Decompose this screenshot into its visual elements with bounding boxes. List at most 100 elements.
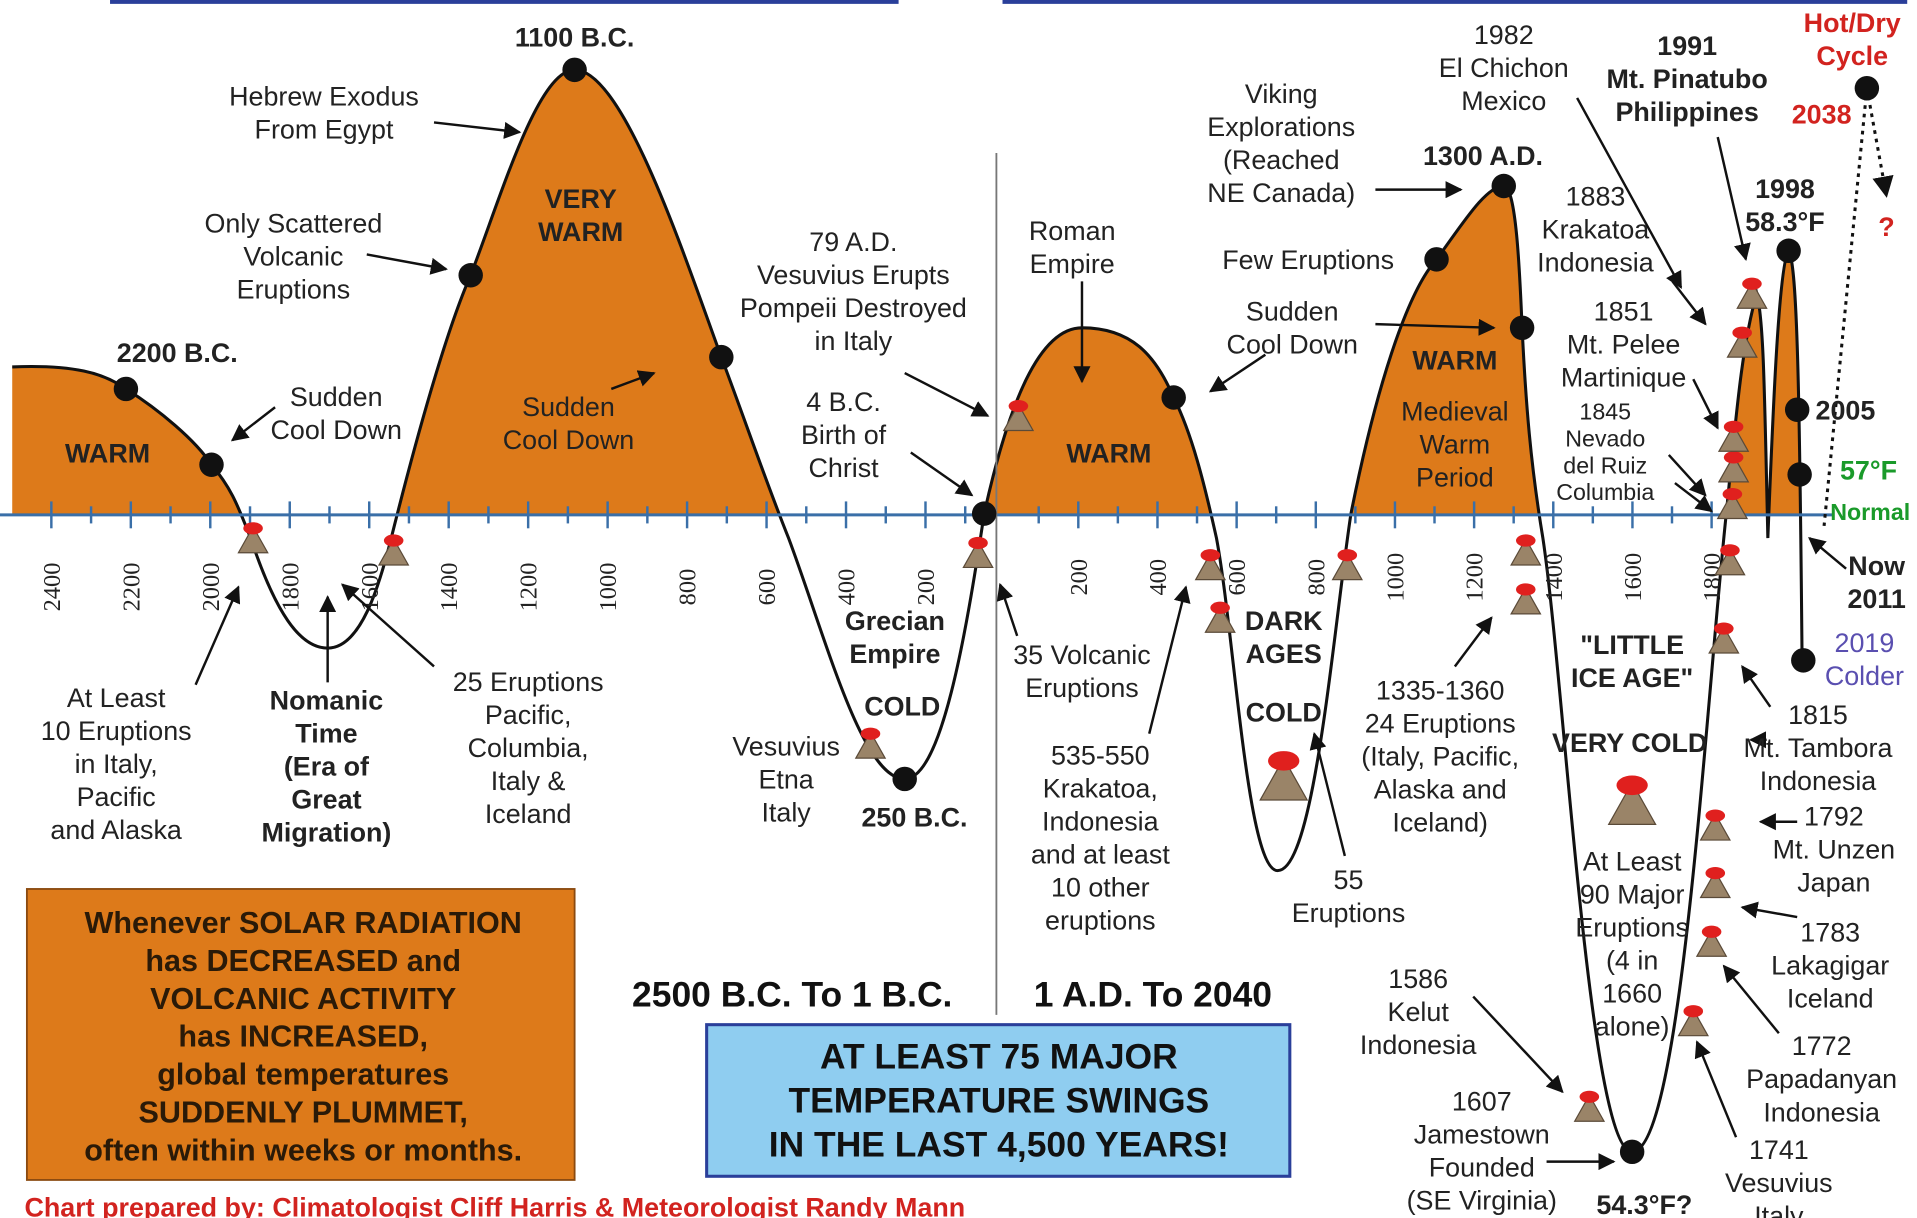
arrow	[996, 582, 1019, 637]
arrow	[1716, 136, 1751, 262]
volcano-plume	[1337, 549, 1358, 562]
volcano-plume	[1210, 601, 1230, 614]
label-line: 1982	[1474, 20, 1534, 50]
label: At Least 90 Major Eruptions (4 in 1660 alone)	[1575, 847, 1689, 1042]
label-line: WARM	[65, 438, 150, 468]
label-line: Pompeii Destroyed	[740, 293, 967, 323]
axis-label: 800	[1303, 559, 1330, 596]
arrow	[1741, 665, 1772, 708]
label: 1783 Lakagigar Iceland	[1771, 918, 1889, 1014]
label-line: Indonesia	[1537, 248, 1654, 278]
volcano-plume	[1616, 775, 1648, 796]
label-line: Roman	[1029, 216, 1116, 246]
label-line: Columbia	[1556, 479, 1654, 505]
label: COLD	[1246, 697, 1322, 727]
label-line: At Least	[1583, 847, 1682, 877]
label-line: SUDDENLY PLUMMET,	[139, 1095, 468, 1129]
label-line: Cool Down	[270, 415, 401, 445]
label-line: WARM	[1066, 438, 1151, 468]
label: "LITTLE ICE AGE"	[1571, 630, 1693, 693]
label-line: Nomanic	[270, 685, 384, 715]
label-line: Normal	[1830, 499, 1910, 525]
label-line: Cool Down	[1227, 329, 1358, 359]
label-line: COLD	[1246, 697, 1322, 727]
label-line: 1998	[1755, 174, 1815, 204]
label-line: Kelut	[1388, 997, 1450, 1027]
label-line: alone)	[1595, 1012, 1670, 1042]
arrow	[1740, 901, 1798, 919]
label: Normal	[1830, 499, 1910, 525]
label-line: 1100 B.C.	[515, 23, 635, 53]
label-line: Sudden	[290, 382, 383, 412]
label-line: Cool Down	[503, 425, 634, 455]
label: 1998 58.3°F	[1745, 174, 1824, 237]
label-line: Etna	[758, 765, 813, 795]
arrow	[230, 406, 276, 442]
label-line: Indonesia	[1360, 1030, 1477, 1060]
label: 1 A.D. To 2040	[1034, 974, 1272, 1014]
event-dot	[458, 263, 483, 288]
label-line: WARM	[538, 217, 623, 247]
volcano-plume	[1720, 544, 1740, 557]
label-line: DARK	[1245, 606, 1323, 636]
label: Hebrew Exodus From Egypt	[229, 81, 419, 144]
label: 54.3°F?	[1596, 1190, 1692, 1218]
label: 57°F	[1840, 455, 1897, 485]
label-line: Vesuvius Erupts	[757, 260, 950, 290]
label: At Least 10 Eruptions in Italy, Pacific and …	[41, 683, 192, 845]
label-line: Mt. Pinatubo	[1607, 64, 1768, 94]
event-dot	[1509, 315, 1535, 341]
label-line: 1607	[1452, 1086, 1512, 1116]
label-line: has INCREASED,	[178, 1020, 428, 1054]
volcano-plume	[383, 534, 404, 547]
label-line: 250 B.C.	[861, 803, 967, 833]
arrow	[1808, 536, 1847, 570]
label: 1300 A.D.	[1423, 141, 1543, 171]
label: 1792 Mt. Unzen Japan	[1773, 801, 1895, 897]
arrow	[1667, 454, 1707, 497]
label-line: Mexico	[1461, 86, 1546, 116]
label: WARM	[1066, 438, 1151, 468]
axis-label: 800	[675, 569, 702, 606]
label: Hot/Dry Cycle	[1804, 8, 1901, 71]
arrow	[610, 370, 656, 391]
label: 1815 Mt. Tambora Indonesia	[1744, 700, 1893, 796]
label: Medieval Warm Period	[1401, 397, 1509, 493]
label-line: ?	[1878, 212, 1894, 242]
label-line: Migration)	[261, 817, 391, 847]
label-line: in Italy	[815, 326, 893, 356]
label: COLD	[864, 691, 940, 721]
label-line: Vesuvius	[1725, 1168, 1833, 1198]
label-line: Vesuvius	[732, 732, 840, 762]
label: 2200 B.C.	[117, 338, 238, 368]
label: 1991 Mt. Pinatubo Philippines	[1607, 31, 1768, 127]
label-line: often within weeks or months.	[84, 1133, 522, 1167]
volcano-plume	[1714, 622, 1734, 635]
label-line: Krakatoa,	[1043, 773, 1158, 803]
axis-label: 200	[913, 569, 940, 606]
label: Chart prepared by: Climatologist Cliff H…	[24, 1193, 965, 1218]
label-line: 1 A.D. To 2040	[1034, 974, 1272, 1014]
event-dot	[1619, 1139, 1645, 1165]
axis-label: 1200	[516, 563, 543, 612]
label: Grecian Empire	[845, 606, 945, 669]
label-line: IN THE LAST 4,500 YEARS!	[769, 1125, 1229, 1165]
label: Sudden Cool Down	[270, 382, 401, 445]
label-line: Italy	[761, 798, 811, 828]
arrow	[433, 121, 522, 139]
event-dot	[1491, 173, 1516, 199]
event-dot	[1784, 397, 1810, 422]
label-line: 1586	[1388, 964, 1448, 994]
label-line: NE Canada)	[1207, 178, 1355, 208]
label-line: 79 A.D.	[809, 227, 897, 257]
label: 79 A.D. Vesuvius Erupts Pompeii Destroyed i…	[740, 227, 967, 356]
label-line: 90 Major	[1580, 880, 1685, 910]
label-line: 1741	[1749, 1135, 1809, 1165]
label: 25 Eruptions Pacific, Columbia, Italy & Icel…	[453, 667, 604, 829]
axis-label: 1000	[1383, 553, 1410, 602]
label: ?	[1878, 212, 1894, 242]
label-line: Explorations	[1207, 112, 1355, 142]
volcano-plume	[1579, 1090, 1600, 1103]
label-line: COLD	[864, 691, 940, 721]
label-line: 25 Eruptions	[453, 667, 604, 697]
